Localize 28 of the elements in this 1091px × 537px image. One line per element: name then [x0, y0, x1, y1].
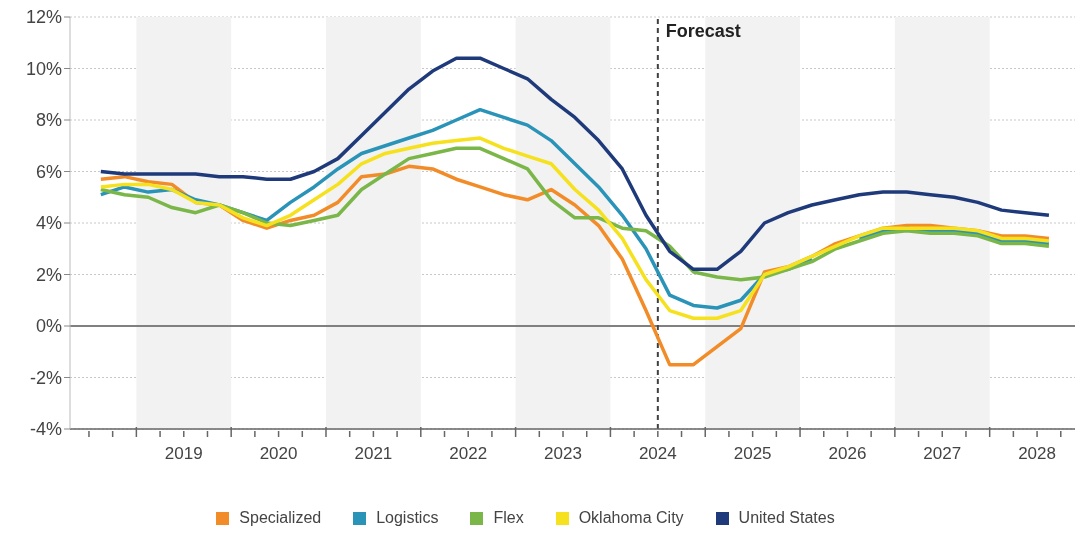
y-tick-label: -2% — [29, 367, 62, 388]
y-tick-label: 6% — [35, 161, 62, 182]
y-tick-label: 0% — [35, 316, 62, 337]
x-tick-label: 2021 — [354, 444, 393, 463]
x-tick-label: 2022 — [449, 444, 488, 463]
legend-label: United States — [738, 509, 835, 526]
y-tick-label: 2% — [35, 264, 62, 285]
x-tick-label: 2025 — [733, 444, 772, 463]
y-tick-label: -4% — [29, 419, 62, 440]
line-series — [99, 146, 1051, 282]
y-tick-label: 4% — [35, 213, 62, 234]
x-tick-label: 2027 — [923, 444, 962, 463]
y-tick-label: 8% — [35, 110, 62, 131]
line-series — [99, 56, 1051, 272]
ref-line-label: Forecast — [665, 21, 741, 41]
legend-label: Logistics — [376, 509, 439, 526]
y-tick-label: 12% — [25, 7, 62, 28]
x-tick-label: 2024 — [638, 444, 677, 463]
line-series — [99, 136, 1051, 321]
x-tick-label: 2028 — [1018, 444, 1056, 463]
x-tick-label: 2020 — [259, 444, 298, 463]
x-tick-label: 2026 — [828, 444, 867, 463]
legend-label: Flex — [493, 509, 524, 526]
legend-label: Oklahoma City — [578, 509, 684, 526]
y-tick-label: 10% — [25, 58, 62, 79]
legend-label: Specialized — [239, 509, 322, 526]
x-tick-label: 2019 — [164, 444, 203, 463]
x-tick-label: 2023 — [544, 444, 582, 463]
